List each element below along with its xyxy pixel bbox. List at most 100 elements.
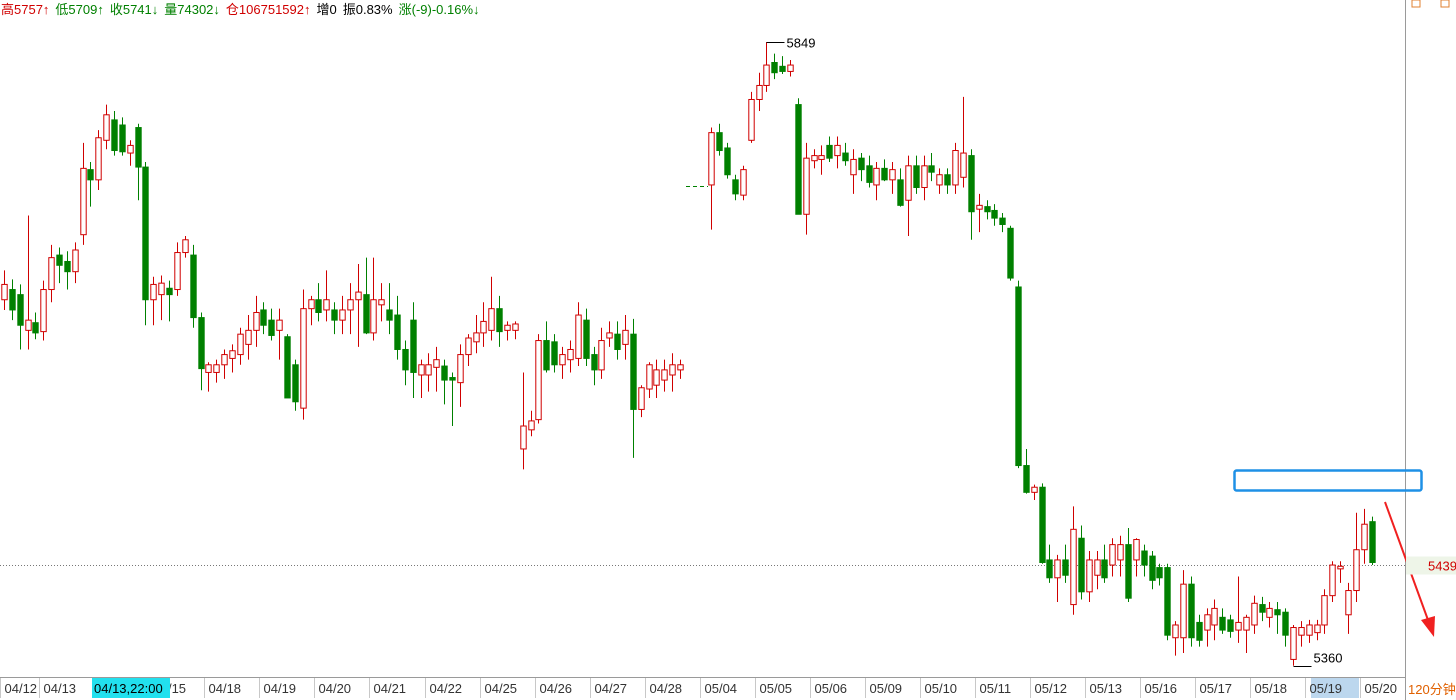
candle-body	[1117, 544, 1124, 561]
candle-body	[944, 174, 951, 186]
candle-body	[936, 174, 943, 186]
candle-body	[465, 337, 472, 356]
candle-body	[614, 333, 621, 350]
candle-body	[425, 364, 432, 376]
candle-body	[119, 124, 126, 153]
candle-body	[1337, 565, 1344, 570]
x-tick-label: 04/19	[264, 681, 297, 696]
candle-body	[363, 294, 370, 334]
candle-body	[952, 150, 959, 186]
candle-body	[905, 165, 912, 201]
x-tick-label: 05/10	[925, 681, 958, 696]
candle-body	[1007, 227, 1014, 279]
candle-body	[1141, 550, 1148, 566]
info-item: 增0	[317, 2, 337, 17]
candle-body	[1196, 621, 1203, 641]
candle-body	[1125, 544, 1132, 599]
candle-body	[323, 299, 330, 311]
candle-body	[1259, 604, 1266, 613]
candle-body	[205, 364, 212, 373]
candle-body	[724, 147, 731, 176]
candle-body	[1101, 559, 1108, 579]
candle-body	[32, 322, 39, 334]
candle-body	[630, 333, 637, 410]
candle-body	[1133, 539, 1140, 561]
last-price-label: 5439	[1428, 559, 1456, 574]
candle-body	[142, 166, 149, 301]
candle-body	[551, 341, 558, 366]
candle-body	[331, 309, 338, 321]
candle-body	[1086, 559, 1093, 593]
candle-body	[1204, 614, 1211, 631]
candle-body	[496, 308, 503, 333]
candle-body	[56, 254, 63, 266]
candle-body	[881, 167, 888, 181]
candle-body	[87, 169, 94, 181]
candle-body	[1274, 609, 1281, 616]
candle-body	[748, 98, 755, 141]
period-label: 120分钟	[1408, 682, 1456, 697]
annotation-arrowhead	[1421, 616, 1435, 637]
candle-body	[72, 249, 79, 273]
candle-body	[355, 291, 362, 301]
x-tick-label: 05/11	[980, 681, 1012, 696]
candle-body	[347, 299, 354, 311]
cursor-label-bg	[92, 678, 170, 698]
candle-body	[818, 155, 825, 160]
candle-body	[95, 137, 102, 181]
candle-body	[708, 132, 715, 186]
candle-body	[1023, 465, 1030, 493]
candle-body	[1164, 567, 1171, 636]
candle-body	[190, 254, 197, 319]
info-bar: 高5757↑ 低5709↑ 收5741↓ 量74302↓ 仓106751592↑ 增0 振0…	[1, 2, 480, 17]
candle-body	[834, 144, 841, 157]
x-tick-label: 05/19	[1310, 681, 1343, 696]
candle-body	[1353, 549, 1360, 592]
candle-body	[1094, 559, 1101, 576]
candle-body	[921, 165, 928, 188]
candle-body	[166, 287, 173, 296]
x-tick-label: 05/09	[870, 681, 903, 696]
high-label: 5849	[787, 36, 816, 51]
last-price-tag	[1406, 556, 1456, 575]
candle-body	[40, 289, 47, 333]
candle-body	[740, 169, 747, 196]
x-tick-label: 04/13	[44, 681, 77, 696]
candle-body	[221, 354, 228, 366]
candle-body	[669, 364, 676, 376]
candle-body	[1172, 624, 1179, 639]
candle-body	[960, 152, 967, 178]
corner-icon	[1440, 0, 1450, 8]
candle-body	[1188, 583, 1195, 639]
candle-body	[543, 340, 550, 371]
candle-body	[386, 309, 393, 321]
x-tick-label: 04/12	[5, 681, 38, 696]
candle-body	[103, 114, 110, 141]
candle-body	[1109, 544, 1116, 566]
candle-body	[1219, 616, 1226, 631]
candle-body	[787, 64, 794, 72]
candle-body	[646, 364, 653, 390]
candle-body	[528, 420, 535, 431]
candle-body	[1266, 607, 1273, 618]
candle-body	[1321, 595, 1328, 626]
x-tick-label: 04/28	[650, 681, 683, 696]
candle-body	[928, 165, 935, 173]
candle-body	[756, 84, 763, 100]
candle-body	[1282, 611, 1289, 636]
candle-body	[873, 167, 880, 186]
candle-body	[716, 132, 723, 152]
candle-body	[433, 359, 440, 368]
candle-body	[370, 299, 377, 334]
candle-body	[64, 260, 71, 273]
candle-body	[897, 179, 904, 206]
info-item: 高5757↑	[1, 2, 49, 17]
x-tick-label: 05/13	[1090, 681, 1123, 696]
candle-body	[315, 299, 322, 313]
x-tick-label: 05/18	[1255, 681, 1288, 696]
candle-body	[174, 252, 181, 291]
candle-body	[520, 425, 527, 450]
candle-body	[284, 336, 291, 399]
